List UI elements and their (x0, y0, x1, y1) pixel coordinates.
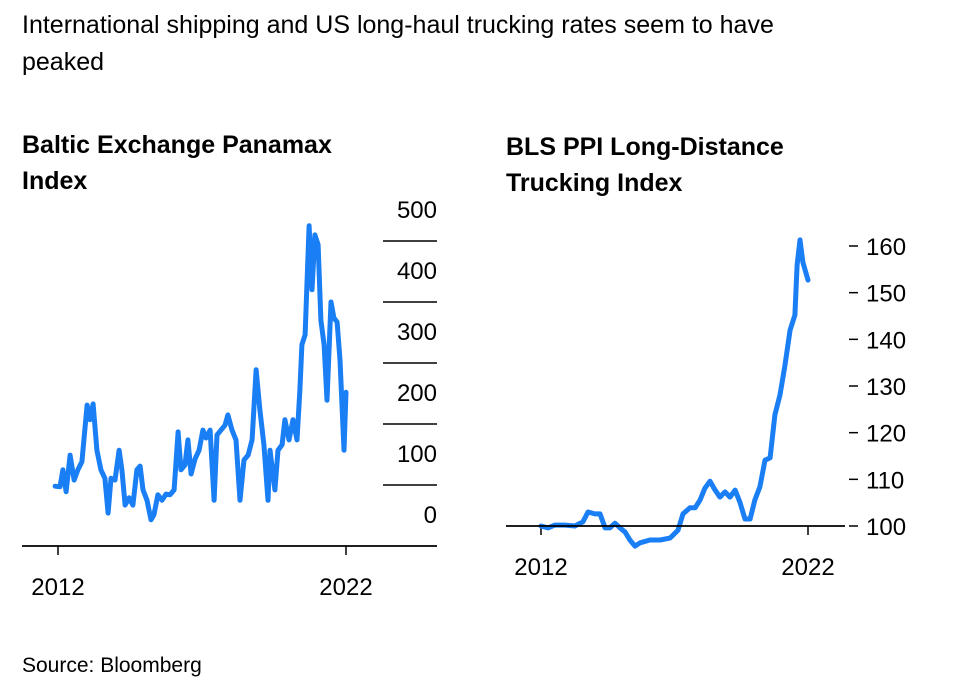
chart-title-line1: BLS PPI Long-Distance (506, 133, 784, 161)
chart-title-line2: Index (22, 167, 87, 195)
chart-title-line1: Baltic Exchange Panamax (22, 131, 332, 159)
series-line (538, 237, 811, 549)
y-tick-label: 0 (424, 502, 437, 529)
y-tick-label: 100 (397, 441, 437, 468)
y-tick-label: 160 (866, 234, 906, 261)
chart-trucking: BLS PPI Long-Distance Trucking Index 100… (506, 133, 906, 581)
x-tick-label: 2022 (781, 554, 834, 581)
y-tick-label: 140 (866, 327, 906, 354)
plot-area: 100 110 120 130 140 150 160 2012 2022 (506, 234, 906, 581)
figure-title-line1: International shipping and US long-haul … (22, 11, 774, 39)
y-tick-label: 150 (866, 281, 906, 308)
x-tick-label: 2022 (319, 574, 372, 601)
figure-title-line2: peaked (22, 48, 104, 76)
x-tick-label: 2012 (31, 574, 84, 601)
y-tick-label: 500 (397, 197, 437, 224)
x-tick-label: 2012 (514, 554, 567, 581)
y-tick-label: 130 (866, 374, 906, 401)
chart-baltic: Baltic Exchange Panamax Index 0 100 200 300… (22, 131, 437, 601)
y-tick-label: 200 (397, 380, 437, 407)
y-tick-label: 100 (866, 514, 906, 541)
series-line (52, 223, 349, 523)
y-tick-label: 110 (866, 467, 904, 494)
y-tick-label: 120 (866, 421, 906, 448)
chart-title-line2: Trucking Index (506, 169, 683, 197)
plot-area: 0 100 200 300 400 500 2012 2022 (22, 197, 437, 601)
y-tick-label: 300 (397, 319, 437, 346)
y-tick-label: 400 (397, 258, 437, 285)
source-note: Source: Bloomberg (22, 654, 202, 677)
